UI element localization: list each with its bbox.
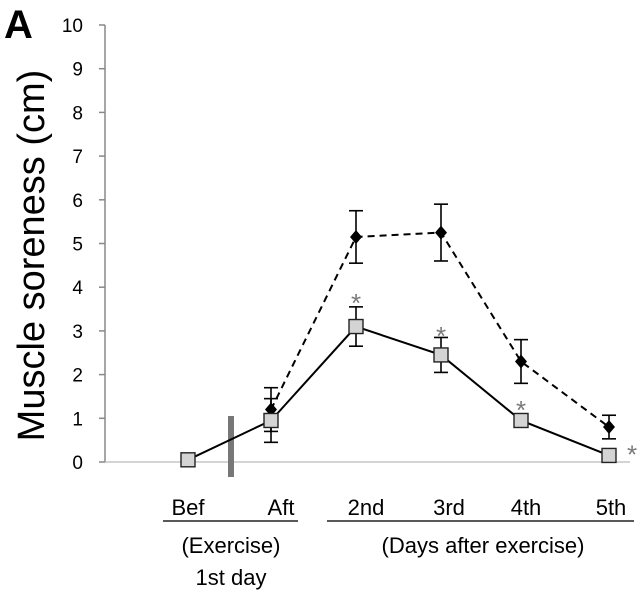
- y-tick-label: 8: [72, 103, 83, 124]
- x-category-label: 4th: [511, 495, 542, 520]
- x-category-label: Aft: [268, 495, 295, 520]
- data-point-diamond: [350, 229, 362, 244]
- y-tick-label: 7: [72, 147, 83, 168]
- y-tick-label: 5: [72, 235, 83, 256]
- y-tick-label: 2: [72, 366, 83, 387]
- series-line-1: [187, 325, 610, 461]
- significance-star: *: [627, 439, 637, 469]
- significance-star: *: [516, 395, 526, 425]
- y-axis-label: Muscle soreness (cm): [11, 70, 53, 442]
- y-tick-label: 9: [72, 60, 83, 81]
- axis-break-bar: [228, 416, 234, 477]
- significance-star: *: [351, 288, 361, 318]
- group-label-first-day: 1st day: [196, 565, 267, 590]
- y-tick-label: 6: [72, 191, 83, 212]
- panel-label: A: [4, 3, 33, 47]
- group-label-exercise: (Exercise): [181, 533, 280, 558]
- data-point-square: [180, 452, 196, 468]
- x-category-label: 5th: [596, 495, 627, 520]
- data-point-square: [513, 412, 529, 429]
- x-category-label: 3rd: [433, 495, 465, 520]
- data-point-diamond: [515, 354, 527, 369]
- y-tick-label: 3: [72, 322, 83, 343]
- data-point-square: [348, 318, 364, 335]
- data-point-square: [601, 447, 617, 464]
- x-category-label: Bef: [171, 495, 205, 520]
- group-label-days-after: (Days after exercise): [382, 533, 585, 558]
- x-category-label: 2nd: [348, 495, 385, 520]
- y-tick-label: 0: [72, 453, 83, 474]
- y-tick-label: 4: [72, 278, 83, 299]
- data-point-diamond: [435, 225, 447, 240]
- data-point-square: [263, 412, 279, 429]
- data-point-diamond: [603, 420, 615, 435]
- significance-star: *: [436, 321, 446, 351]
- y-tick-label: 10: [62, 16, 83, 37]
- data-point-square: [433, 347, 449, 363]
- y-tick-label: 1: [72, 409, 83, 430]
